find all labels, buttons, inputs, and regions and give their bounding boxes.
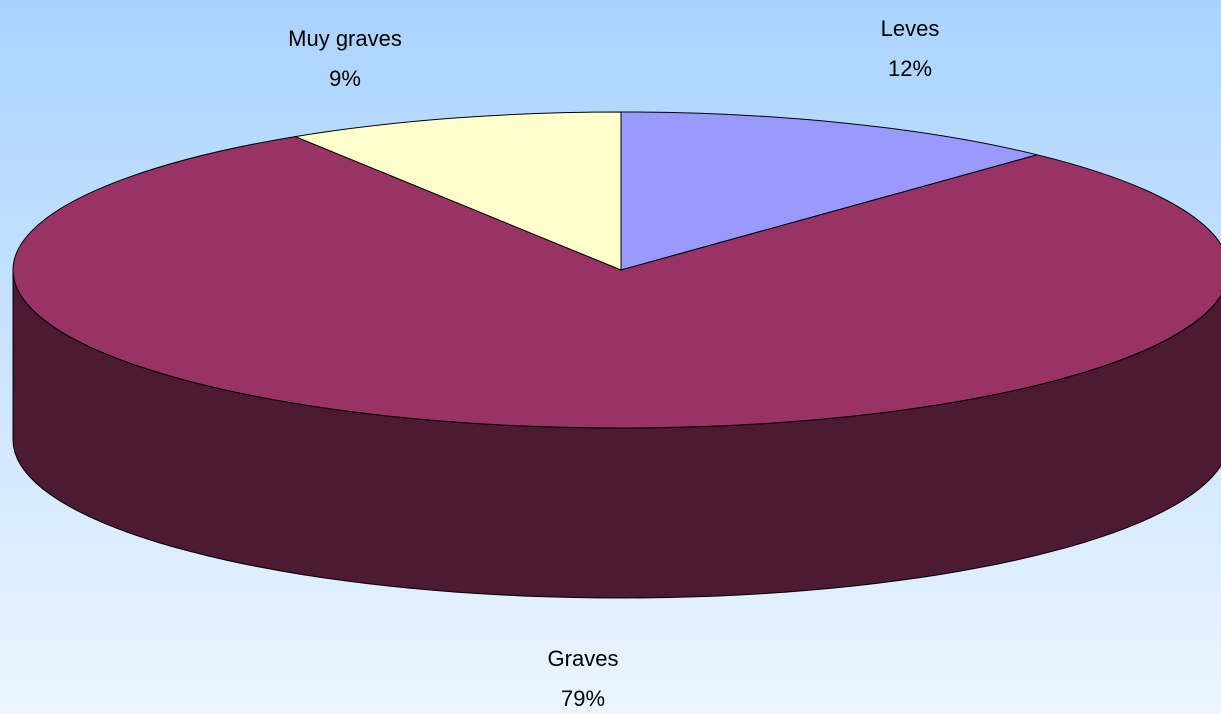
slice-label: Graves — [548, 646, 619, 671]
pie-slice — [620, 111, 1040, 271]
pie-slice — [12, 136, 1221, 429]
pie-slice — [293, 111, 622, 271]
slice-label: Muy graves — [288, 26, 402, 51]
slice-value-label: 9% — [329, 66, 361, 91]
slice-value-label: 12% — [888, 56, 932, 81]
slice-label: Leves — [881, 16, 940, 41]
slice-value-label: 79% — [561, 686, 605, 711]
